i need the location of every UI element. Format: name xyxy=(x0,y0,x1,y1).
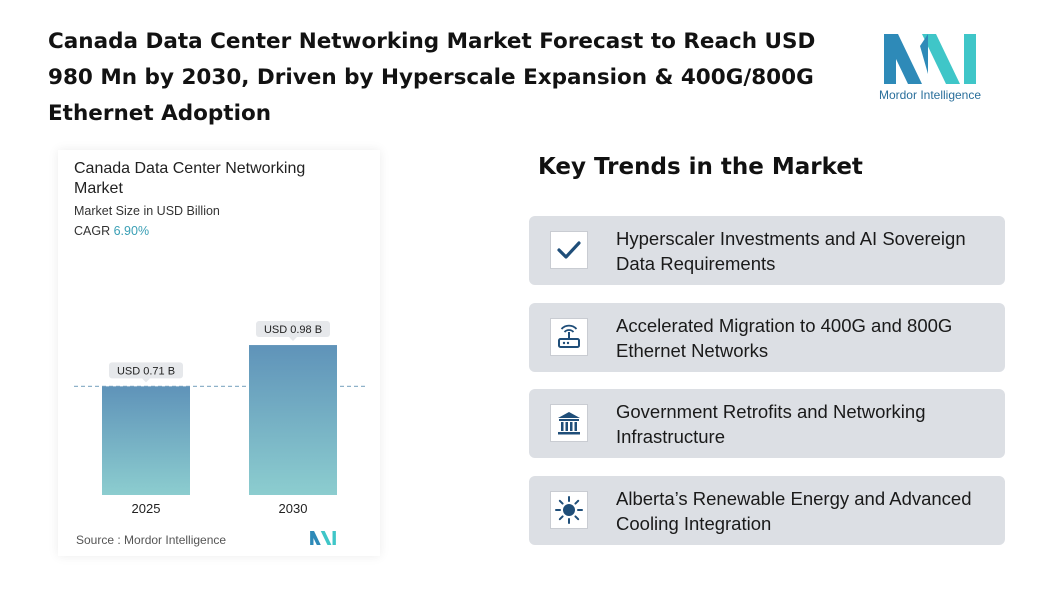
government-building-icon xyxy=(558,412,580,435)
chart-subtitle: Market Size in USD Billion xyxy=(74,204,220,218)
logo-mark-icon xyxy=(884,34,976,84)
trend-icon-container xyxy=(550,491,588,529)
data-label-bg xyxy=(109,362,183,379)
bar-2030 xyxy=(249,345,337,495)
trend-icon-container xyxy=(550,231,588,269)
logo-text: Mordor Intelligence xyxy=(878,88,982,102)
data-label-bg xyxy=(256,321,330,338)
data-label-pointer xyxy=(142,378,150,383)
cagr-value: 6.90% xyxy=(113,224,150,238)
trend-card-hyperscaler: Hyperscaler Investments and AI Sovereign… xyxy=(529,216,1005,285)
trend-label: Government Retrofits and Networking Infr… xyxy=(616,401,926,447)
x-tick-label: 2030 xyxy=(279,501,308,516)
cagr-label: CAGR xyxy=(74,224,111,238)
market-size-chart: Canada Data Center Networking Market Mar… xyxy=(58,150,380,556)
chart-plot: USD 0.71 B 2025 USD 0.98 B 2030 xyxy=(74,321,368,516)
trend-card-ethernet: Accelerated Migration to 400G and 800G E… xyxy=(529,303,1005,372)
sun-icon xyxy=(555,496,583,524)
checkmark-icon xyxy=(557,241,581,259)
trend-card-renewable: Alberta’s Renewable Energy and Advanced … xyxy=(529,476,1005,545)
mini-logo-icon xyxy=(310,531,336,545)
mordor-intelligence-logo: Mordor Intelligence xyxy=(874,34,986,104)
router-icon xyxy=(558,324,580,348)
bar-2025 xyxy=(102,386,190,495)
trend-icon-container xyxy=(550,318,588,356)
data-label-pointer xyxy=(289,337,297,342)
key-trends-heading: Key Trends in the Market xyxy=(538,154,863,180)
trend-label: Hyperscaler Investments and AI Sovereign… xyxy=(616,228,966,274)
data-label: USD 0.98 B xyxy=(264,324,322,336)
cagr-text: CAGR 6.90% xyxy=(74,224,149,238)
chart-source: Source : Mordor Intelligence xyxy=(76,533,227,547)
x-tick-label: 2025 xyxy=(132,501,161,516)
trend-card-government: Government Retrofits and Networking Infr… xyxy=(529,389,1005,458)
page-title: Canada Data Center Networking Market For… xyxy=(48,29,816,126)
data-label: USD 0.71 B xyxy=(117,365,175,377)
trend-label: Alberta’s Renewable Energy and Advanced … xyxy=(616,488,972,534)
chart-title: Canada Data Center Networking Market xyxy=(74,160,306,197)
trend-icon-container xyxy=(550,404,588,442)
trend-label: Accelerated Migration to 400G and 800G E… xyxy=(616,315,953,361)
